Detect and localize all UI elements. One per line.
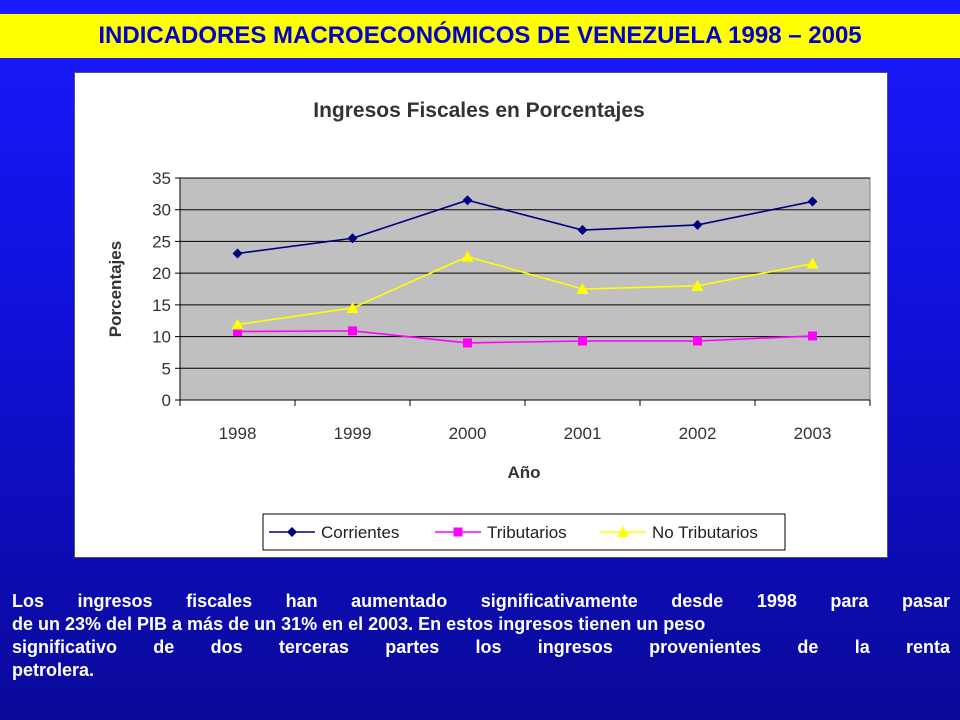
y-axis-label: Porcentajes xyxy=(106,241,125,337)
legend-label: No Tributarios xyxy=(652,523,758,542)
x-tick-label: 1998 xyxy=(219,424,257,443)
data-point xyxy=(463,338,472,348)
data-point xyxy=(691,279,704,291)
caption-line: de un 23% del PIB a más de un 31% en el … xyxy=(12,614,706,634)
x-tick-label: 1999 xyxy=(334,424,372,443)
data-point xyxy=(231,318,244,330)
data-point xyxy=(693,336,702,346)
series-line xyxy=(237,199,813,255)
y-tick-label: 20 xyxy=(152,264,171,283)
data-point xyxy=(462,195,473,206)
y-tick-label: 30 xyxy=(152,201,171,220)
data-point xyxy=(347,233,358,244)
data-point xyxy=(348,326,357,336)
data-point xyxy=(807,196,818,207)
data-point xyxy=(346,302,359,314)
data-point xyxy=(577,225,588,236)
y-tick-label: 25 xyxy=(152,232,171,251)
series-group xyxy=(231,195,819,348)
legend-marker xyxy=(287,527,297,537)
chart-panel: Ingresos Fiscales en Porcentajes 0 5 10 15 2… xyxy=(74,72,888,558)
chart-title: Ingresos Fiscales en Porcentajes xyxy=(313,99,645,122)
caption-line: significativo de dos terceras partes los… xyxy=(12,637,950,657)
data-point xyxy=(233,326,242,336)
data-point xyxy=(808,331,817,341)
x-axis-label: Año xyxy=(507,463,540,482)
x-axis: 1998 1999 2000 2001 2002 2003 xyxy=(179,399,871,443)
data-point xyxy=(232,248,243,259)
x-tick-label: 2002 xyxy=(679,424,717,443)
series-line xyxy=(237,330,813,344)
data-point xyxy=(578,336,587,346)
y-tick-label: 0 xyxy=(162,391,171,410)
gridlines xyxy=(180,177,870,369)
line-chart: Ingresos Fiscales en Porcentajes 0 5 10 15 2… xyxy=(106,99,871,551)
page-title: INDICADORES MACROECONÓMICOS DE VENEZUELA… xyxy=(98,22,862,49)
data-point xyxy=(461,250,474,262)
legend-label: Corrientes xyxy=(321,523,399,542)
y-axis: 0 5 10 15 20 25 30 35 xyxy=(152,169,181,410)
x-tick-label: 2000 xyxy=(449,424,487,443)
header-bar: INDICADORES MACROECONÓMICOS DE VENEZUELA… xyxy=(0,14,960,58)
data-point xyxy=(576,283,589,294)
caption-line: Los ingresos fiscales han aumentado sign… xyxy=(12,591,950,611)
y-tick-label: 15 xyxy=(152,296,171,315)
y-tick-label: 10 xyxy=(152,328,171,347)
y-tick-label: 35 xyxy=(152,169,171,188)
x-tick-label: 2003 xyxy=(794,424,832,443)
data-point xyxy=(806,257,819,269)
x-tick-label: 2001 xyxy=(564,424,602,443)
legend-marker xyxy=(453,527,463,537)
caption-paragraph: Los ingresos fiscales han aumentado sign… xyxy=(12,590,950,682)
data-point xyxy=(692,219,703,230)
legend: Corrientes Tributarios No Tributarios xyxy=(262,513,786,551)
legend-label: Tributarios xyxy=(487,523,567,542)
series-line xyxy=(237,255,813,326)
y-tick-label: 5 xyxy=(162,359,171,378)
legend-box xyxy=(262,513,786,551)
legend-marker xyxy=(617,526,629,537)
caption-line: petrolera. xyxy=(12,660,95,680)
